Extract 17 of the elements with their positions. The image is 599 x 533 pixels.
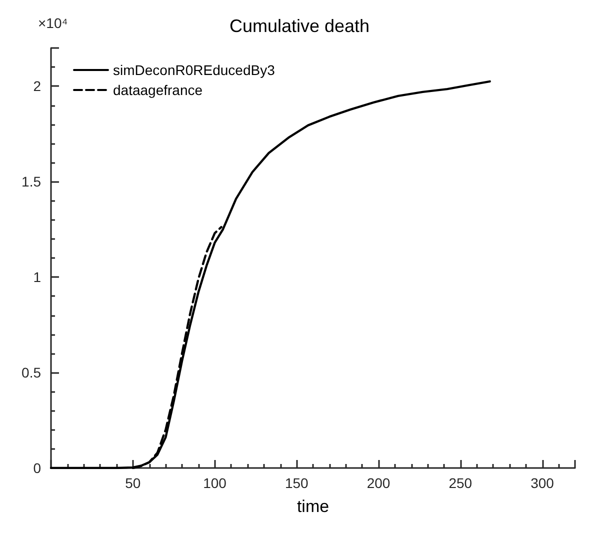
- x-axis-title: time: [296, 497, 330, 516]
- line-series: [50, 80, 491, 470]
- x-tick-label: 150: [284, 475, 309, 491]
- x-tick-label: 200: [366, 475, 390, 491]
- chart-title: Cumulative death: [229, 16, 370, 36]
- text: ×10⁴: [38, 15, 68, 31]
- y-tick-label: 1: [33, 269, 42, 286]
- y-tick-label: 0: [33, 460, 42, 476]
- legend-label: dataagefrance: [113, 82, 203, 98]
- y-tick-label: 2: [33, 78, 42, 94]
- x-tick-label: 50: [125, 475, 141, 491]
- y-tick-label: 1.5: [22, 174, 42, 190]
- x-tick-label: 300: [530, 475, 554, 491]
- y-tick-label: 0.5: [22, 364, 42, 381]
- legend-label: simDeconR0REducedBy3: [113, 62, 276, 78]
- x-tick-label: 250: [448, 475, 472, 491]
- x-tick-label: 100: [203, 475, 227, 491]
